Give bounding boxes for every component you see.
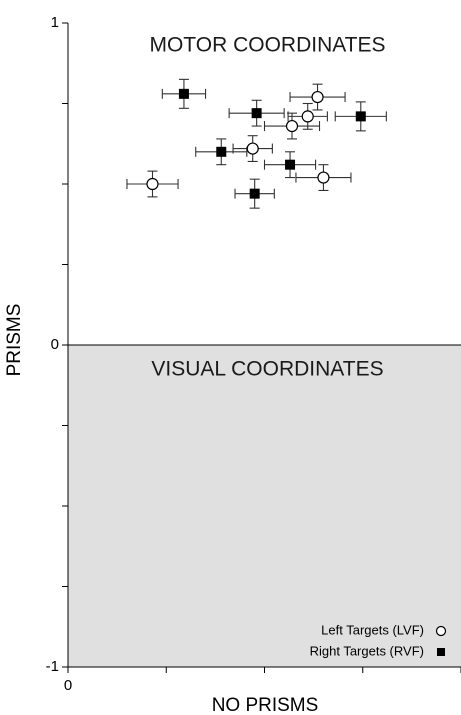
- rvf-data-point: [216, 146, 227, 157]
- y-tick-label: 0: [51, 336, 59, 353]
- region-label: MOTOR COORDINATES: [149, 34, 385, 57]
- rvf-data-point: [249, 188, 260, 199]
- lvf-data-point: [301, 110, 314, 123]
- legend-label: Right Targets (RVF): [310, 643, 424, 658]
- lvf-data-point: [317, 171, 330, 184]
- rvf-data-point: [355, 111, 366, 122]
- rvf-data-point: [178, 88, 189, 99]
- lvf-data-point: [311, 90, 324, 104]
- legend-label: Left Targets (LVF): [321, 622, 424, 637]
- lvf-data-point: [285, 119, 299, 133]
- y-axis-title: PRISMS: [4, 304, 25, 377]
- rvf-data-point: [251, 108, 262, 119]
- lvf-data-point: [146, 177, 159, 191]
- x-tick-label: 0: [64, 677, 72, 694]
- legend-filled-square-marker: [437, 648, 445, 656]
- region-label: VISUAL COORDINATES: [151, 358, 383, 381]
- y-tick-label: 1: [51, 14, 59, 31]
- rvf-data-point: [285, 159, 296, 170]
- visual-coordinates-region: [68, 345, 461, 667]
- y-tick-label: -1: [46, 658, 59, 675]
- x-axis-title: NO PRISMS: [212, 695, 319, 715]
- legend-open-circle-marker: [435, 625, 447, 637]
- lvf-data-point: [246, 142, 259, 155]
